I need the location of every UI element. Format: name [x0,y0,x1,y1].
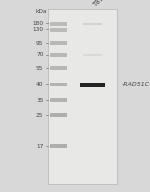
Bar [50,22,67,26]
Text: 95: 95 [36,41,44,46]
Bar [50,83,67,86]
Text: 25: 25 [36,113,44,118]
Bar [50,28,67,32]
Bar [50,41,67,45]
Text: 70: 70 [36,52,44,57]
Text: -RAD51C: -RAD51C [122,82,150,87]
Text: 130: 130 [32,27,44,32]
Text: 17: 17 [36,144,44,149]
Bar [50,113,67,117]
Bar [50,66,67,70]
Text: 55: 55 [36,66,44,71]
Bar [48,9,117,184]
Bar [83,54,102,56]
Bar [80,83,105,87]
Text: kDa: kDa [35,9,46,14]
Text: T89Z: T89Z [92,0,108,8]
Text: 35: 35 [36,98,44,103]
Bar [50,144,67,148]
Text: 40: 40 [36,82,44,87]
Bar [50,98,67,102]
Bar [83,23,102,25]
Text: 180: 180 [32,21,44,26]
Bar [50,53,67,57]
